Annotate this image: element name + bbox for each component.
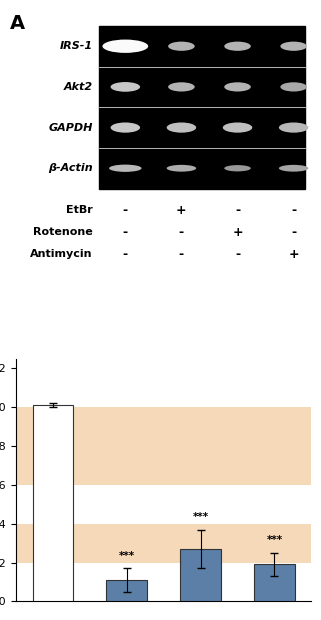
Text: +: + <box>232 226 243 239</box>
Ellipse shape <box>280 42 307 51</box>
Text: -: - <box>123 247 128 260</box>
Text: -: - <box>179 247 184 260</box>
Text: -: - <box>123 226 128 239</box>
Text: ***: *** <box>193 512 209 522</box>
Ellipse shape <box>279 165 308 172</box>
Ellipse shape <box>280 82 307 92</box>
Text: -: - <box>235 247 240 260</box>
Text: Rotenone: Rotenone <box>33 228 93 237</box>
Text: GAPDH: GAPDH <box>48 123 93 133</box>
Bar <box>107 580 147 601</box>
Bar <box>99 26 306 188</box>
Ellipse shape <box>224 42 251 51</box>
Bar <box>254 564 295 601</box>
Text: -: - <box>179 226 184 239</box>
Text: -: - <box>235 204 240 217</box>
Text: -: - <box>291 204 296 217</box>
Ellipse shape <box>224 82 251 92</box>
Text: Antimycin: Antimycin <box>30 249 93 259</box>
Text: A: A <box>10 14 25 33</box>
Ellipse shape <box>109 164 142 172</box>
Text: -: - <box>291 226 296 239</box>
Ellipse shape <box>224 165 251 171</box>
Bar <box>16 407 311 485</box>
Bar <box>33 405 73 601</box>
Text: EtBr: EtBr <box>66 205 93 215</box>
Text: -: - <box>123 204 128 217</box>
Ellipse shape <box>110 82 140 92</box>
Ellipse shape <box>110 123 140 133</box>
Ellipse shape <box>279 123 308 133</box>
Ellipse shape <box>168 42 195 51</box>
Ellipse shape <box>102 40 148 53</box>
Ellipse shape <box>167 123 196 133</box>
Ellipse shape <box>168 82 195 92</box>
Text: Akt2: Akt2 <box>64 82 93 92</box>
Bar <box>16 524 311 562</box>
Text: IRS-1: IRS-1 <box>60 41 93 51</box>
Text: +: + <box>288 247 299 260</box>
Text: β-Actin: β-Actin <box>48 163 93 173</box>
Text: +: + <box>176 204 187 217</box>
Text: ***: *** <box>119 551 135 560</box>
Bar <box>180 549 221 601</box>
Ellipse shape <box>167 165 196 172</box>
Text: ***: *** <box>266 535 282 545</box>
Ellipse shape <box>223 123 252 133</box>
